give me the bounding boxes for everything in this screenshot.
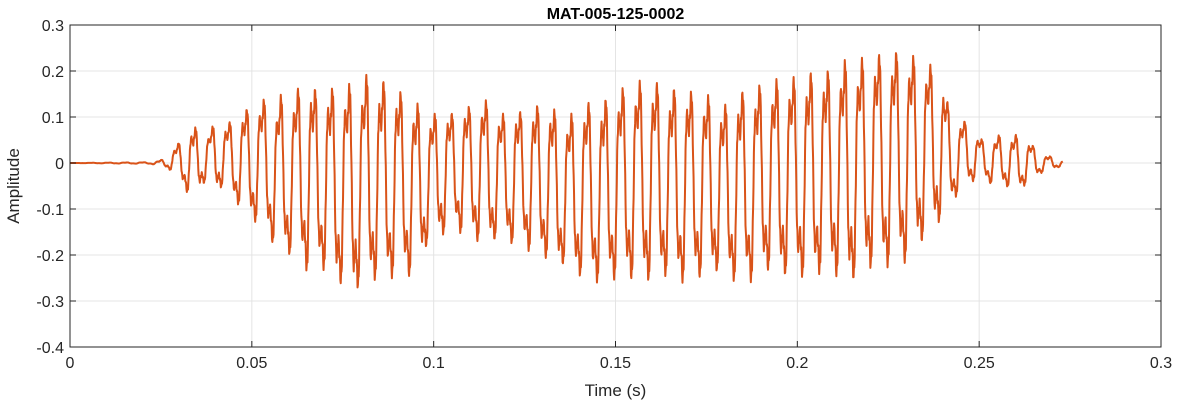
x-tick-label: 0.25: [964, 355, 995, 372]
series-layer: [69, 52, 1064, 289]
x-tick-label: 0.1: [423, 355, 445, 372]
ticks: 0 0.05 0.1 0.15 0.2 0.25 0.3 -0.4 -0.3 -0.2 -0.1 0 0…: [36, 18, 1172, 372]
x-tick-label: 0: [66, 355, 75, 372]
y-axis-label: Amplitude: [4, 148, 23, 224]
x-tick-label: 0.2: [786, 355, 808, 372]
y-tick-label: -0.1: [36, 202, 64, 219]
y-tick-label: 0.2: [42, 64, 64, 81]
y-tick-label: -0.2: [36, 248, 64, 265]
x-tick-label: 0.15: [600, 355, 631, 372]
y-tick-label: -0.3: [36, 294, 64, 311]
chart-title: MAT-005-125-0002: [547, 6, 685, 23]
y-tick-label: -0.4: [36, 340, 64, 357]
waveform-line: [69, 52, 1064, 289]
x-axis-label: Time (s): [585, 381, 647, 400]
x-tick-label: 0.05: [236, 355, 267, 372]
y-tick-label: 0: [55, 156, 64, 173]
y-tick-label: 0.3: [42, 18, 64, 35]
x-tick-label: 0.3: [1150, 355, 1172, 372]
y-tick-label: 0.1: [42, 110, 64, 127]
